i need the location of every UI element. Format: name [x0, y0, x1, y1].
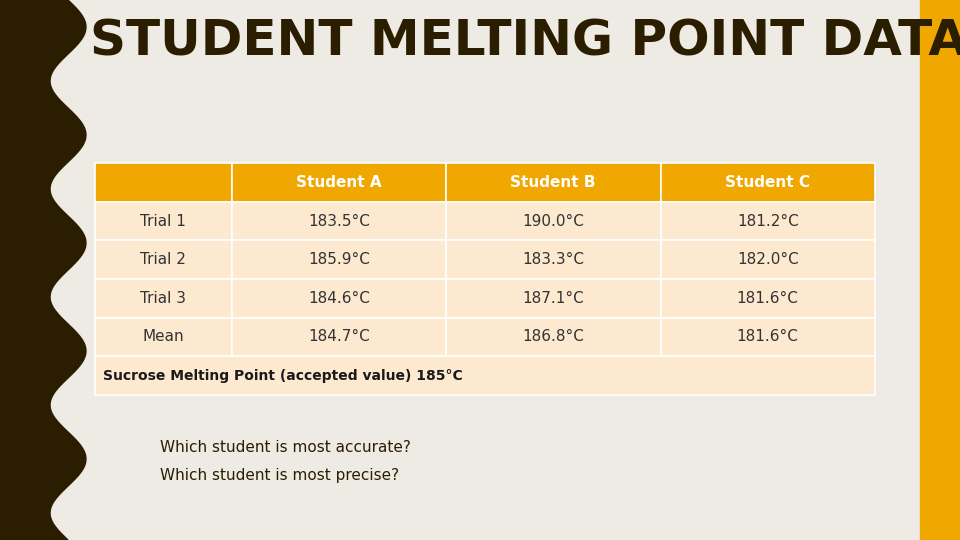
Bar — [660, 279, 875, 318]
Text: 182.0°C: 182.0°C — [737, 252, 799, 267]
Bar — [446, 240, 660, 279]
Text: 183.5°C: 183.5°C — [308, 213, 370, 228]
Text: 181.6°C: 181.6°C — [737, 291, 799, 306]
Bar — [231, 240, 446, 279]
Text: 186.8°C: 186.8°C — [522, 329, 585, 345]
Text: 190.0°C: 190.0°C — [522, 213, 585, 228]
Text: Trial 2: Trial 2 — [140, 252, 186, 267]
Bar — [95, 279, 231, 318]
Bar — [95, 356, 875, 395]
Text: Which student is most accurate?: Which student is most accurate? — [160, 440, 411, 455]
Bar — [446, 201, 660, 240]
Bar — [446, 279, 660, 318]
Bar — [95, 318, 231, 356]
Bar — [446, 163, 660, 201]
Text: Student A: Student A — [296, 175, 381, 190]
Bar — [231, 163, 446, 201]
Text: Mean: Mean — [142, 329, 184, 345]
Bar — [231, 318, 446, 356]
Text: 181.2°C: 181.2°C — [737, 213, 799, 228]
Text: 185.9°C: 185.9°C — [308, 252, 370, 267]
Text: Student B: Student B — [511, 175, 596, 190]
Bar — [95, 201, 231, 240]
Bar — [660, 201, 875, 240]
Text: 184.7°C: 184.7°C — [308, 329, 370, 345]
Text: 187.1°C: 187.1°C — [522, 291, 584, 306]
Polygon shape — [0, 0, 86, 540]
Bar — [660, 240, 875, 279]
Text: Sucrose Melting Point (accepted value) 185°C: Sucrose Melting Point (accepted value) 1… — [103, 369, 463, 383]
Text: Student C: Student C — [725, 175, 810, 190]
Text: Trial 1: Trial 1 — [140, 213, 186, 228]
Bar — [660, 163, 875, 201]
Text: Which student is most precise?: Which student is most precise? — [160, 468, 399, 483]
Text: 181.6°C: 181.6°C — [737, 329, 799, 345]
Bar — [231, 201, 446, 240]
Bar — [95, 240, 231, 279]
Bar — [446, 318, 660, 356]
Bar — [95, 163, 231, 201]
Bar — [231, 279, 446, 318]
Text: 184.6°C: 184.6°C — [308, 291, 370, 306]
Text: 183.3°C: 183.3°C — [522, 252, 585, 267]
Polygon shape — [920, 0, 960, 540]
Text: STUDENT MELTING POINT DATA: STUDENT MELTING POINT DATA — [90, 18, 960, 66]
Bar — [660, 318, 875, 356]
Text: Trial 3: Trial 3 — [140, 291, 186, 306]
